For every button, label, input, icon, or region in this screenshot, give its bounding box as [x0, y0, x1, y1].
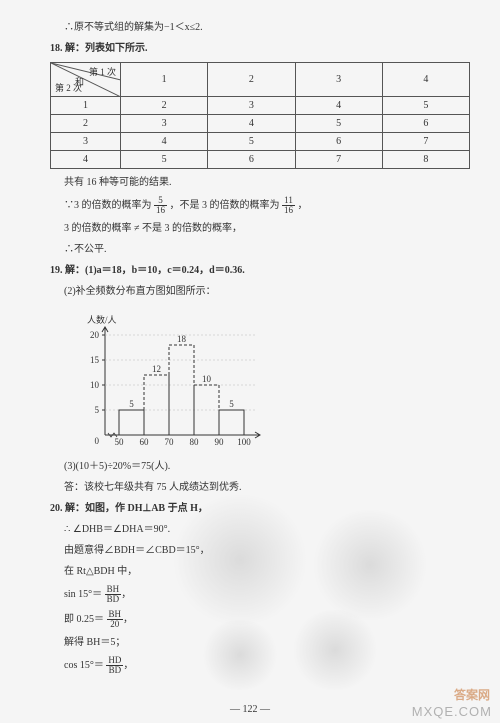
svg-text:100: 100	[237, 437, 251, 447]
watermark-cn: 答案网	[454, 686, 490, 703]
col-head: 3	[295, 63, 382, 97]
svg-text:人数/人: 人数/人	[87, 314, 117, 325]
col-head: 1	[121, 63, 208, 97]
svg-text:10: 10	[202, 374, 212, 384]
diag-bot: 第 2 次	[55, 81, 82, 94]
smudge	[290, 610, 380, 690]
svg-text:10: 10	[90, 380, 100, 390]
fraction-11-16: 1116	[282, 196, 295, 215]
table-row: 45678	[51, 151, 470, 169]
fraction-bh-bd: BHBD	[105, 585, 122, 604]
diag-top: 第 1 次	[89, 65, 116, 78]
probability-table: 第 1 次 和 第 2 次 1 2 3 4 12345 23456 34567 …	[50, 62, 470, 169]
fraction-5-16: 516	[154, 196, 167, 215]
fraction-hd-bd: HDBD	[106, 656, 123, 675]
watermark-url: MXQE.COM	[412, 704, 492, 719]
q19-answer: 答：该校七年级共有 75 人成绩达到优秀.	[50, 480, 470, 495]
svg-text:15: 15	[90, 355, 100, 365]
smudge	[170, 495, 310, 625]
svg-text:80: 80	[190, 437, 200, 447]
table-row: 12345	[51, 97, 470, 115]
table-row: 34567	[51, 133, 470, 151]
q18-head: 18. 解：列表如下所示.	[50, 41, 470, 56]
svg-text:70: 70	[165, 437, 175, 447]
svg-text:18: 18	[177, 334, 187, 344]
histogram: 5 10 15 20 人数/人 0 50 5 60 12 70 18 80 10 90 5 100	[70, 305, 280, 455]
col-head: 2	[208, 63, 295, 97]
table-row: 23456	[51, 115, 470, 133]
svg-text:50: 50	[115, 437, 125, 447]
line-inequality: ∴原不等式组的解集为−1＜x≤2.	[50, 20, 470, 35]
svg-text:12: 12	[152, 364, 161, 374]
svg-text:90: 90	[215, 437, 225, 447]
svg-text:5: 5	[229, 399, 234, 409]
q19-head: 19. 解：(1)a＝18，b＝10，c＝0.24，d＝0.36.	[50, 263, 470, 278]
prob-line-3: ∴不公平.	[50, 242, 470, 257]
col-head: 4	[382, 63, 469, 97]
svg-text:20: 20	[90, 330, 100, 340]
after-table: 共有 16 种等可能的结果.	[50, 175, 470, 190]
q19-sub3: (3)(10＋5)÷20%＝75(人).	[50, 459, 470, 474]
fraction-bh-20: BH20	[107, 610, 124, 629]
prob-line-2: 3 的倍数的概率 ≠ 不是 3 的倍数的概率，	[50, 221, 470, 236]
svg-text:0: 0	[95, 436, 100, 446]
smudge	[310, 510, 430, 620]
q19-sub2: (2)补全频数分布直方图如图所示：	[50, 284, 470, 299]
diag-header: 第 1 次 和 第 2 次	[51, 63, 121, 97]
svg-text:5: 5	[95, 405, 100, 415]
prob-line-1: ∵3 的倍数的概率为 516 ，不是 3 的倍数的概率为 1116 ，	[50, 196, 470, 215]
svg-text:60: 60	[140, 437, 150, 447]
smudge	[200, 620, 280, 690]
svg-text:5: 5	[129, 399, 134, 409]
